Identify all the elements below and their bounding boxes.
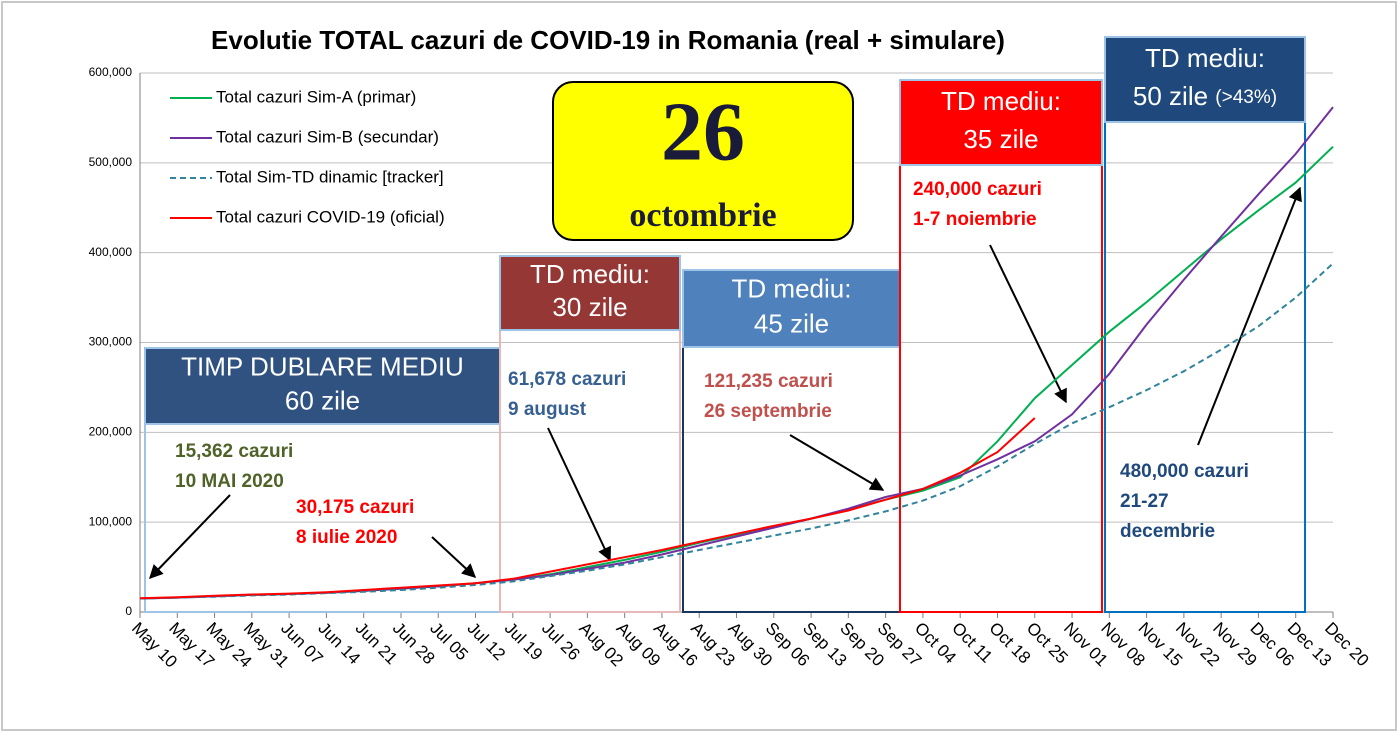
panel-header-text: 50 zile (>43%) [1133, 81, 1277, 111]
annotation-arrow [789, 434, 885, 491]
panel-header-text: TD mediu: [732, 274, 852, 304]
series-line [139, 262, 1334, 600]
chart-title: Evolutie TOTAL cazuri de COVID-19 in Rom… [211, 25, 1005, 55]
annotation-text: 1-7 noiembrie [913, 209, 1037, 230]
annotation-text: 480,000 cazuri [1120, 461, 1249, 482]
annotation-text: 240,000 cazuri [913, 179, 1042, 200]
y-tick-label: 300,000 [89, 335, 133, 349]
annotation-text: 26 septembrie [704, 401, 832, 422]
y-tick-label: 100,000 [89, 514, 133, 528]
legend-label: Total Sim-TD dinamic [tracker] [216, 167, 444, 186]
y-tick-label: 600,000 [89, 65, 133, 79]
panel-header-note: (>43%) [1215, 87, 1277, 108]
annotation-arrow [989, 244, 1067, 404]
panel-header [499, 255, 681, 331]
annotation-text: 61,678 cazuri [508, 369, 626, 390]
panel-header-text: 45 zile [754, 308, 829, 338]
annotation-text: 15,362 cazuri [175, 441, 293, 462]
legend-label: Total cazuri Sim-B (secundar) [216, 127, 439, 146]
y-tick-label: 0 [125, 604, 132, 618]
panel-header-text: 60 zile [285, 386, 360, 416]
panel-header [1104, 36, 1306, 123]
date-badge [552, 81, 854, 241]
panel-header-text: TD mediu: [1145, 43, 1265, 73]
panel-header-text: 35 zile [963, 124, 1038, 154]
annotation-text: 21-27 [1120, 491, 1169, 512]
annotation-arrow [431, 536, 477, 578]
panel-header [899, 79, 1103, 166]
annotation-text: 9 august [508, 399, 587, 420]
annotation-text: 30,175 cazuri [296, 497, 414, 518]
date-month: octombrie [629, 197, 776, 234]
annotation-text: 8 iulie 2020 [296, 527, 397, 548]
panel-header-text: TD mediu: [941, 86, 1061, 116]
panel-header-text: 30 zile [552, 292, 627, 322]
legend-label: Total cazuri Sim-A (primar) [216, 87, 416, 106]
y-tick-label: 400,000 [89, 245, 133, 259]
panel-header [144, 347, 501, 425]
y-tick-label: 200,000 [89, 425, 133, 439]
panel-header-text: TIMP DUBLARE MEDIU [181, 351, 464, 381]
annotation-text: 121,235 cazuri [704, 371, 833, 392]
annotation-text: 10 MAI 2020 [175, 471, 284, 492]
y-tick-label: 500,000 [89, 155, 133, 169]
series-line [139, 417, 1036, 600]
annotation-arrow [547, 427, 611, 562]
annotation-arrow [1197, 186, 1302, 446]
date-day: 26 [661, 85, 745, 178]
legend-label: Total cazuri COVID-19 (oficial) [216, 207, 445, 226]
panel-header-text: TD mediu: [530, 259, 650, 289]
annotation-text: decembrie [1120, 521, 1215, 542]
panel-header-text: 50 zile [1133, 81, 1208, 111]
annotation-arrow [149, 494, 231, 580]
